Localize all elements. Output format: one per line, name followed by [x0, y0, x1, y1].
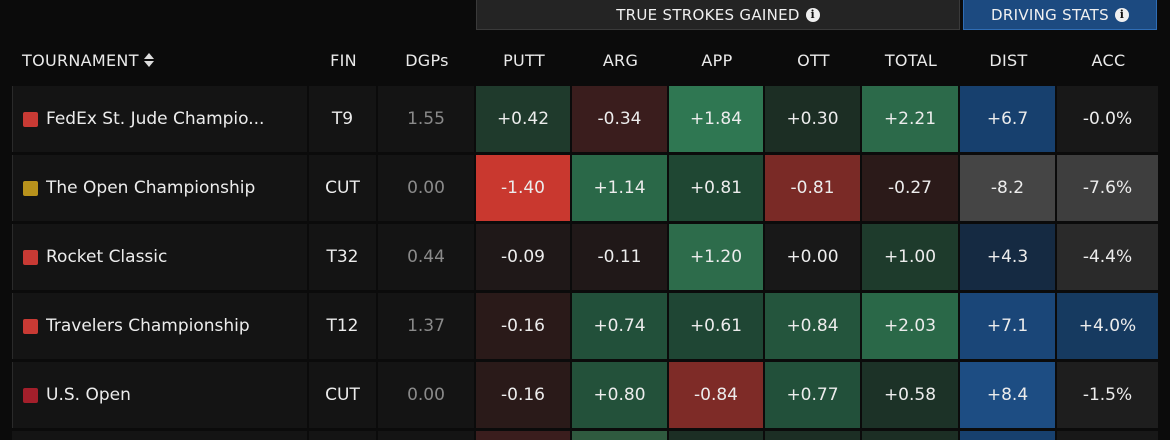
tour-color-icon — [23, 111, 38, 127]
true-strokes-gained-header: TRUE STROKES GAINED i — [476, 0, 960, 30]
tournament-name: U.S. Open — [46, 385, 131, 405]
partial-cell — [1057, 431, 1160, 440]
fin-cell: T32 — [309, 224, 378, 290]
partial-cell — [476, 431, 572, 440]
partial-cell — [960, 431, 1057, 440]
table-row[interactable]: FedEx St. Jude Champio... T9 1.55 +0.42 -0.3… — [12, 86, 1170, 152]
partial-cell — [12, 431, 309, 440]
driving-stats-header[interactable]: DRIVING STATS i — [963, 0, 1157, 30]
tournament-cell[interactable]: U.S. Open — [12, 362, 309, 428]
tour-color-icon — [23, 180, 38, 196]
app-cell: +0.61 — [669, 293, 765, 359]
arg-cell: +1.14 — [572, 155, 669, 221]
tour-color-icon — [23, 387, 38, 403]
app-cell: +1.84 — [669, 86, 765, 152]
putt-cell: -1.40 — [476, 155, 572, 221]
putt-cell: -0.09 — [476, 224, 572, 290]
putt-cell: -0.16 — [476, 362, 572, 428]
tournament-name: FedEx St. Jude Champio... — [46, 109, 265, 129]
app-cell: +0.81 — [669, 155, 765, 221]
tournament-cell[interactable]: Rocket Classic — [12, 224, 309, 290]
arg-cell: +0.80 — [572, 362, 669, 428]
partial-cell — [309, 431, 378, 440]
ott-cell: +0.00 — [765, 224, 862, 290]
dgps-cell: 1.55 — [378, 86, 476, 152]
app-cell: +1.20 — [669, 224, 765, 290]
app-cell: -0.84 — [669, 362, 765, 428]
partial-cell — [669, 431, 765, 440]
column-header-acc[interactable]: ACC — [1091, 50, 1126, 70]
total-cell: +2.21 — [862, 86, 960, 152]
driving-stats-label: DRIVING STATS — [991, 5, 1109, 24]
fin-cell: CUT — [309, 362, 378, 428]
dgps-cell: 0.00 — [378, 362, 476, 428]
column-header-dist[interactable]: DIST — [989, 50, 1028, 70]
sort-icon[interactable] — [143, 53, 154, 67]
tournament-cell[interactable]: The Open Championship — [12, 155, 309, 221]
ott-cell: +0.77 — [765, 362, 862, 428]
total-cell: +0.58 — [862, 362, 960, 428]
tournament-name: The Open Championship — [46, 178, 256, 198]
info-icon[interactable]: i — [805, 7, 820, 22]
partial-cell — [765, 431, 862, 440]
acc-cell: -7.6% — [1057, 155, 1160, 221]
dist-cell: +6.7 — [960, 86, 1057, 152]
total-cell: +2.03 — [862, 293, 960, 359]
arg-cell: +0.74 — [572, 293, 669, 359]
column-header-tournament[interactable]: TOURNAMENT — [22, 40, 222, 80]
tournament-name: Rocket Classic — [46, 247, 168, 267]
column-header-tournament-label: TOURNAMENT — [22, 50, 139, 70]
arg-cell: -0.34 — [572, 86, 669, 152]
column-header-ott[interactable]: OTT — [797, 50, 830, 70]
column-header-arg[interactable]: ARG — [602, 50, 639, 70]
column-header-dgps[interactable]: DGPs — [405, 50, 449, 70]
table-row[interactable]: The Open Championship CUT 0.00 -1.40 +1.14 +0… — [12, 155, 1170, 221]
ott-cell: +0.84 — [765, 293, 862, 359]
ott-cell: -0.81 — [765, 155, 862, 221]
dist-cell: +7.1 — [960, 293, 1057, 359]
partial-cell — [862, 431, 960, 440]
dgps-cell: 0.00 — [378, 155, 476, 221]
dist-cell: +8.4 — [960, 362, 1057, 428]
table-row[interactable]: U.S. Open CUT 0.00 -0.16 +0.80 -0.84 +0.77 +0.5… — [12, 362, 1170, 428]
fin-cell: T12 — [309, 293, 378, 359]
column-header-putt[interactable]: PUTT — [503, 50, 545, 70]
table-row[interactable]: Travelers Championship T12 1.37 -0.16 +0.74 +… — [12, 293, 1170, 359]
tournament-cell[interactable]: Travelers Championship — [12, 293, 309, 359]
column-header-fin[interactable]: FIN — [330, 50, 357, 70]
acc-cell: +4.0% — [1057, 293, 1160, 359]
partial-cell — [378, 431, 476, 440]
column-header-app[interactable]: APP — [701, 50, 733, 70]
fin-cell: T9 — [309, 86, 378, 152]
tournament-cell[interactable]: FedEx St. Jude Champio... — [12, 86, 309, 152]
info-icon[interactable]: i — [1114, 7, 1129, 22]
total-cell: +1.00 — [862, 224, 960, 290]
dgps-cell: 1.37 — [378, 293, 476, 359]
ott-cell: +0.30 — [765, 86, 862, 152]
acc-cell: -1.5% — [1057, 362, 1160, 428]
column-header-total[interactable]: TOTAL — [884, 50, 938, 70]
putt-cell: -0.16 — [476, 293, 572, 359]
dgps-cell: 0.44 — [378, 224, 476, 290]
dist-cell: -8.2 — [960, 155, 1057, 221]
partial-cell — [572, 431, 669, 440]
true-strokes-gained-label: TRUE STROKES GAINED — [616, 5, 800, 24]
tournament-name: Travelers Championship — [46, 316, 250, 336]
fin-cell: CUT — [309, 155, 378, 221]
putt-cell: +0.42 — [476, 86, 572, 152]
table-row[interactable]: Rocket Classic T32 0.44 -0.09 -0.11 +1.20 +0.0… — [12, 224, 1170, 290]
tour-color-icon — [23, 249, 38, 265]
total-cell: -0.27 — [862, 155, 960, 221]
arg-cell: -0.11 — [572, 224, 669, 290]
dist-cell: +4.3 — [960, 224, 1057, 290]
tour-color-icon — [23, 318, 38, 334]
acc-cell: -4.4% — [1057, 224, 1160, 290]
table-row-partial — [12, 431, 1170, 440]
acc-cell: -0.0% — [1057, 86, 1160, 152]
